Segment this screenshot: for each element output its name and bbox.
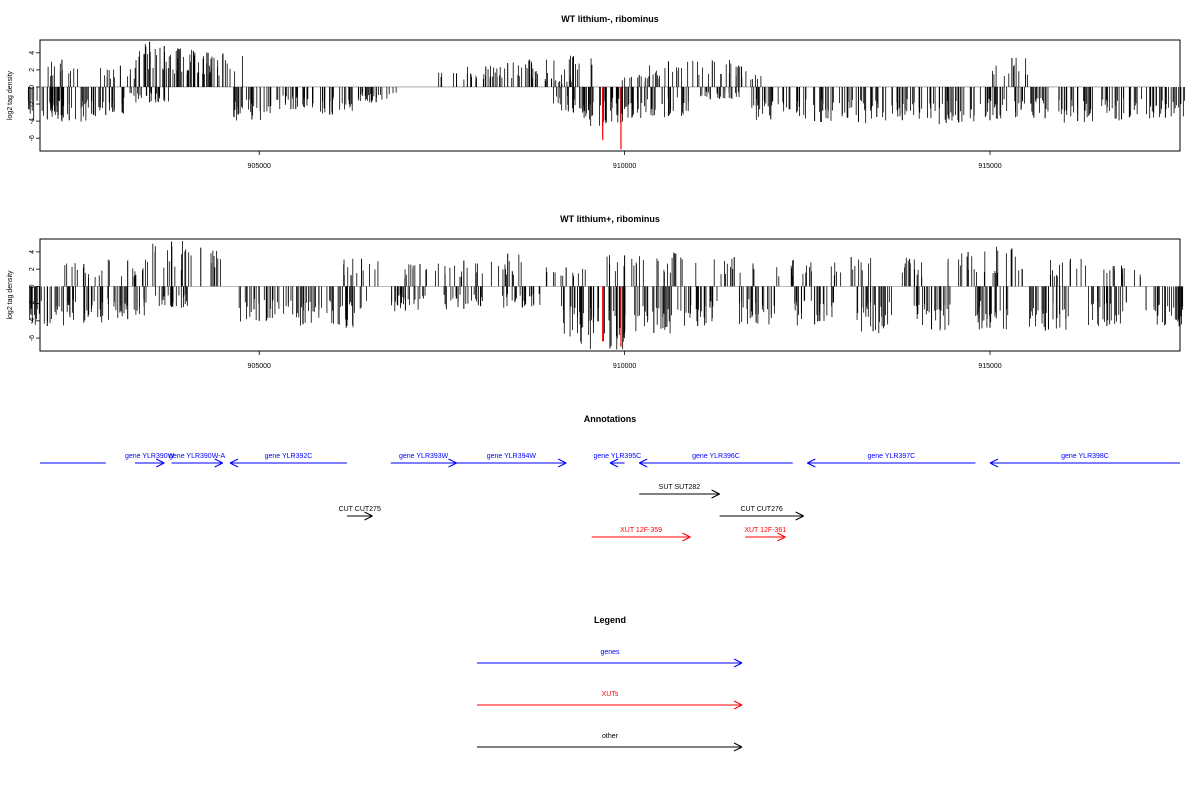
- legend-item-other: other: [477, 733, 743, 752]
- y-tick-label: 0: [29, 284, 36, 288]
- y-tick-label: 2: [29, 68, 36, 72]
- x-tick-label: 905000: [248, 363, 271, 370]
- annotation-label: gene YLR390W-A: [169, 453, 225, 460]
- legend-items: genes XUTs other: [477, 649, 743, 752]
- annotation-feature: gene YLR390W: [125, 453, 175, 468]
- annotation-label: CUT CUT276: [740, 506, 782, 513]
- legend-item-XUTs: XUTs: [477, 691, 743, 710]
- annotation-label: SUT SUT282: [659, 484, 701, 491]
- annotation-feature: gene YLR393W: [390, 453, 457, 468]
- legend-title: Legend: [594, 615, 626, 625]
- y-tick-label: -6: [29, 135, 36, 141]
- annotation-feature: CUT CUT276: [719, 506, 804, 521]
- x-tick-label: 910000: [613, 163, 636, 170]
- series-minus: [29, 286, 1184, 350]
- y-tick-label: 2: [29, 267, 36, 271]
- series-highlight: [602, 86, 622, 150]
- annotation-label: XUT 12F-361: [744, 527, 786, 534]
- legend-item-genes: genes: [477, 649, 743, 668]
- annotation-label: gene YLR395C: [593, 453, 641, 460]
- annotation-feature: gene YLR395C: [593, 453, 641, 468]
- annotation-feature: gene YLR390W-A: [169, 453, 226, 468]
- annotation-label: gene YLR392C: [265, 453, 313, 460]
- track-panels: WT lithium-, ribominus-6-4-2024log2 tag …: [7, 14, 1186, 370]
- y-tick-label: -4: [29, 118, 36, 124]
- y-tick-label: 4: [29, 250, 36, 254]
- annotation-label: CUT CUT275: [339, 506, 381, 513]
- track-title: WT lithium+, ribominus: [560, 214, 660, 224]
- y-axis-label: log2 tag density: [7, 70, 14, 120]
- y-axis-label: log2 tag density: [7, 270, 14, 320]
- annotation-feature: CUT CUT275: [339, 506, 381, 521]
- annotation-feature: SUT SUT282: [639, 484, 720, 499]
- annotation-label: gene YLR393W: [399, 453, 449, 460]
- annotation-label: gene YLR390W: [125, 453, 175, 460]
- x-tick-label: 905000: [248, 163, 271, 170]
- annotation-label: gene YLR396C: [692, 453, 740, 460]
- legend-label: genes: [600, 649, 620, 656]
- series-plus: [47, 41, 1029, 87]
- annotation-feature: gene YLR396C: [639, 453, 793, 468]
- series-highlight: [602, 286, 622, 347]
- y-tick-label: 4: [29, 51, 36, 55]
- x-tick-label: 915000: [978, 163, 1001, 170]
- annotation-label: gene YLR394W: [487, 453, 537, 460]
- y-tick-label: -6: [29, 335, 36, 341]
- annotation-feature: gene YLR394W: [456, 453, 567, 468]
- annotation-feature: gene YLR397C: [807, 453, 976, 468]
- legend-label: other: [602, 733, 619, 740]
- series-minus: [27, 86, 1186, 126]
- y-tick-label: 0: [29, 85, 36, 89]
- track-title: WT lithium-, ribominus: [561, 14, 659, 24]
- legend-panel: Legend genes XUTs other: [477, 615, 743, 752]
- annotation-label: XUT 12F-359: [620, 527, 662, 534]
- annotations-title: Annotations: [584, 414, 637, 424]
- plot-frame: [39, 39, 1181, 152]
- x-tick-label: 910000: [613, 363, 636, 370]
- annotation-feature: gene YLR392C: [229, 453, 347, 468]
- annotation-label: gene YLR398C: [1061, 453, 1109, 460]
- annotation-feature: gene YLR398C: [989, 453, 1180, 468]
- track-panel-2: WT lithium+, ribominus-6-4-2024log2 tag …: [7, 214, 1184, 370]
- legend-label: XUTs: [602, 691, 619, 698]
- series-plus: [64, 240, 1141, 287]
- annotation-feature: XUT 12F-359: [591, 527, 691, 542]
- annotation-feature: XUT 12F-361: [744, 527, 786, 542]
- annotation-label: gene YLR397C: [867, 453, 915, 460]
- x-tick-label: 915000: [978, 363, 1001, 370]
- track-panel-1: WT lithium-, ribominus-6-4-2024log2 tag …: [7, 14, 1186, 170]
- plot-frame: [39, 238, 1181, 352]
